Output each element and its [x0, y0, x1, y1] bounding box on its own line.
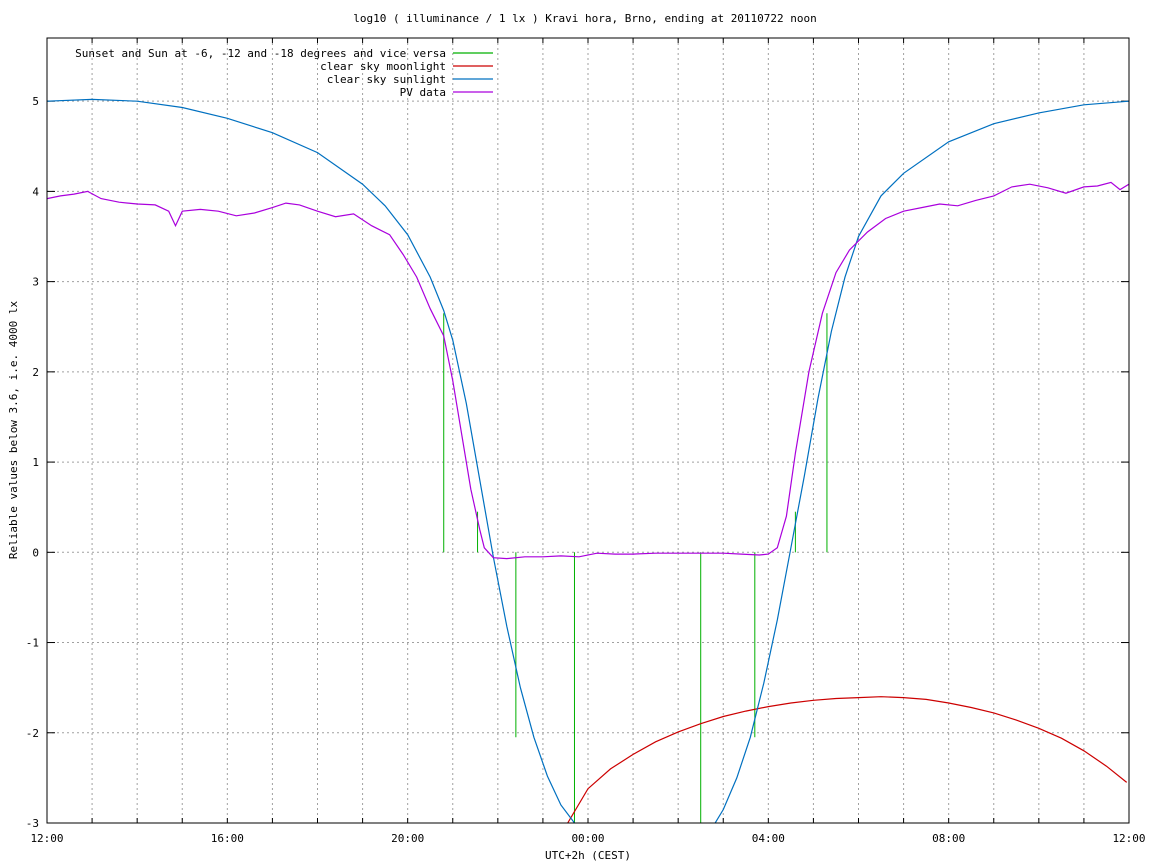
series-sun-angle-markers — [443, 313, 828, 823]
y-tick-label: -1 — [26, 637, 39, 650]
legend-label: PV data — [400, 86, 446, 99]
y-tick-label: 3 — [32, 276, 39, 289]
x-tick-label: 12:00 — [1112, 832, 1145, 845]
plot-series — [47, 98, 1129, 823]
x-tick-label: 12:00 — [30, 832, 63, 845]
x-tick-label: 16:00 — [211, 832, 244, 845]
y-tick-label: 5 — [32, 95, 39, 108]
chart-title: log10 ( illuminance / 1 lx ) Kravi hora,… — [353, 12, 817, 25]
grid — [46, 38, 1130, 824]
y-axis-label: Reliable values below 3.6, i.e. 4000 lx — [7, 300, 20, 559]
legend-label: clear sky sunlight — [327, 73, 446, 86]
y-tick-label: 4 — [32, 185, 39, 198]
y-tick-label: 1 — [32, 456, 39, 469]
x-tick-label: 20:00 — [391, 832, 424, 845]
legend-label: Sunset and Sun at -6, -12 and -18 degree… — [75, 47, 446, 60]
plot-frame — [46, 37, 1130, 824]
legend-label: clear sky moonlight — [320, 60, 446, 73]
series-moonlight-line — [567, 696, 1128, 823]
x-tick-label: 00:00 — [571, 832, 604, 845]
y-tick-label: 2 — [32, 366, 39, 379]
legend: Sunset and Sun at -6, -12 and -18 degree… — [75, 47, 493, 99]
y-tick-label: 0 — [32, 546, 39, 559]
series-pv-data-line — [47, 181, 1129, 560]
x-tick-label: 04:00 — [752, 832, 785, 845]
axis-ticks: -3 -2 -1 0 1 2 3 4 5 12:00 16:00 20:00 00:00 04:00 08:… — [26, 38, 1146, 845]
series-sunlight-line — [47, 98, 1129, 823]
y-tick-label: -3 — [26, 817, 39, 830]
x-axis-label: UTC+2h (CEST) — [545, 849, 631, 862]
y-tick-label: -2 — [26, 727, 39, 740]
x-tick-label: 08:00 — [932, 832, 965, 845]
